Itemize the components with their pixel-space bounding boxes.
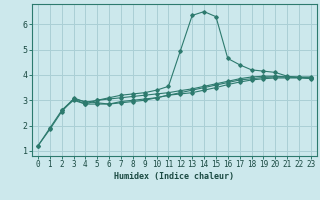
- X-axis label: Humidex (Indice chaleur): Humidex (Indice chaleur): [115, 172, 234, 181]
